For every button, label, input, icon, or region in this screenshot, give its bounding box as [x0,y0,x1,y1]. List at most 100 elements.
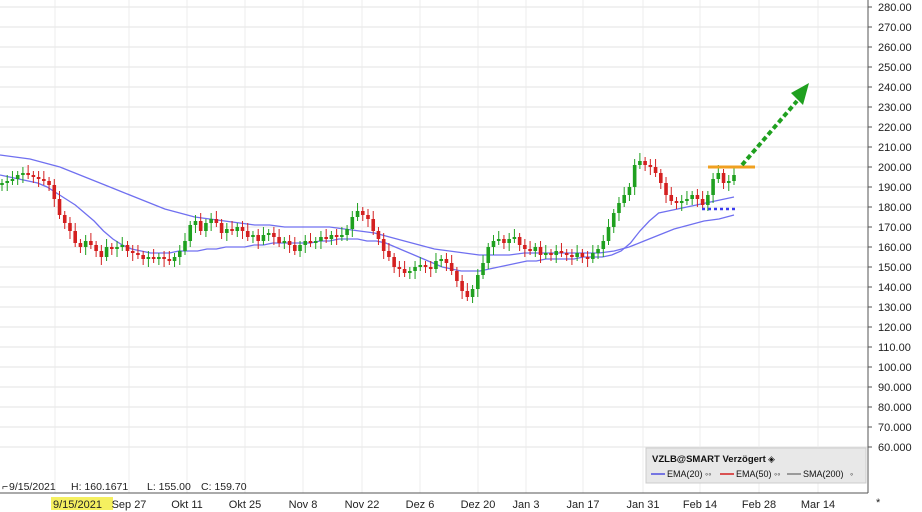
candle-body [371,219,376,231]
y-tick-label: 180.00 [878,202,912,214]
info-expand-icon[interactable]: ⌐ [2,481,8,493]
legend-item-sma200-icon[interactable]: ◦ [850,469,853,479]
legend-item-ema20-icon[interactable]: ◦◦ [705,469,711,479]
x-tick-label: Jan 17 [566,499,599,511]
candle-body [690,195,694,199]
candle-body [340,235,344,237]
y-tick-label: 280.00 [878,2,912,14]
x-tick-label: 9/15/2021 [53,499,102,511]
y-tick-label: 80.000 [878,402,912,414]
candle-body [491,241,496,247]
info-bar: ⌐ 9/15/2021 H: 160.1671 L: 155.00 C: 159… [2,481,247,493]
candle-body [638,161,642,165]
candle-body [476,275,480,289]
candle-body [559,251,564,253]
candle-body [366,215,370,219]
legend-box [645,447,867,484]
candle-body [329,235,334,239]
candle-body [26,173,30,175]
y-tick-label: 200.00 [878,162,912,174]
candle-body [664,183,668,195]
candle-body [240,227,245,231]
y-tick-label: 190.00 [878,182,912,194]
grid-lines [0,0,868,493]
candle-body [449,263,454,271]
candle-body [726,181,731,183]
candle-body [130,251,135,253]
candle-body [679,201,684,203]
candle-body [470,289,475,297]
y-tick-label: 120.00 [878,322,912,334]
candle-body [266,233,271,235]
candle-body [439,259,443,261]
x-tick-label: Feb 14 [683,499,717,511]
y-tick-label: 250.00 [878,62,912,74]
candle-body [57,199,62,215]
x-tick-label: Jan 3 [513,499,540,511]
x-tick-label: Mar 14 [801,499,835,511]
y-tick-label: 140.00 [878,282,912,294]
candle-body [695,195,700,199]
candle-body [575,253,579,257]
candle-body [21,173,25,175]
candle-body [235,227,240,231]
candle-body [334,235,339,237]
y-tick-label: 70.000 [878,422,912,434]
candle-body [308,241,313,243]
candle-body [669,195,674,201]
candle-body [721,173,726,183]
candle-body [700,199,705,205]
candle-body [157,257,161,259]
candle-body [387,251,391,257]
candle-body [115,247,119,249]
candle-body [413,267,417,271]
candle-body [523,245,527,249]
candle-body [350,217,355,229]
candle-body [183,241,187,251]
candle-body [36,177,41,179]
x-tick-label: Okt 11 [171,499,203,511]
candle-body [42,179,46,181]
candle-body [554,251,559,255]
legend-item-ema50-icon[interactable]: ◦◦ [774,469,780,479]
candle-body [596,249,600,253]
candle-body [632,165,637,187]
x-tick-label: Dez 20 [461,499,496,511]
candle-body [418,265,423,267]
y-axis: 280.00 270.00 260.00 250.00 240.00 230.00 220.… [867,0,912,493]
legend-settings-icon[interactable]: ◈ [768,454,775,464]
candle-body [585,257,590,259]
candle-body [392,257,396,267]
candle-body [711,179,715,195]
candle-body [272,233,276,237]
candle-body [549,253,553,255]
x-tick-label: Dez 6 [406,499,435,511]
candle-body [580,253,585,257]
candle-body [298,245,302,251]
candle-body [5,181,10,183]
ema50-line [0,154,735,256]
legend-item-sma200: SMA(200) [803,469,844,479]
candle-body [622,195,626,203]
candle-body [653,167,658,173]
candle-body [62,215,67,223]
candle-body [282,241,287,243]
candle-body [162,257,166,259]
candle-body [31,175,36,177]
candle-body [601,241,606,249]
annotations [702,83,809,211]
candle-body [287,241,292,245]
y-tick-label: 130.00 [878,302,912,314]
info-close: C: 159.70 [201,481,247,493]
candle-body [230,229,234,231]
y-tick-label: 160.00 [878,242,912,254]
candle-body [376,231,381,239]
candle-body [517,237,522,245]
candle-body [120,245,125,247]
candle-body [706,195,710,205]
x-axis: 9/15/2021 Sep 27 Okt 11 Okt 25 Nov 8 Nov 22 De… [0,492,868,511]
candle-body [47,181,51,185]
candle-body [193,221,198,225]
candle-body [225,229,229,233]
